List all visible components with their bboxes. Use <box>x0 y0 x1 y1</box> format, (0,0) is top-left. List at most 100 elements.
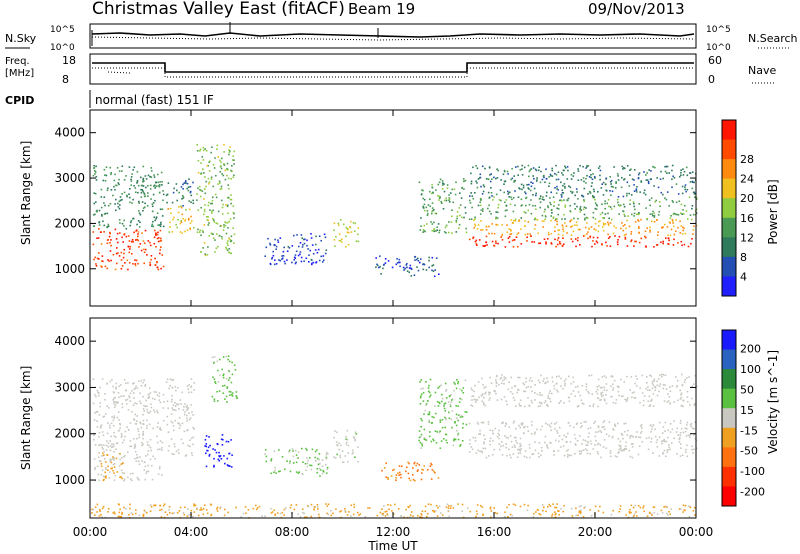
echo-cell <box>427 503 430 505</box>
echo-cell <box>497 206 499 209</box>
echo-cell <box>125 175 127 177</box>
echo-cell <box>664 440 666 443</box>
echo-cell <box>95 263 97 265</box>
echo-cell <box>295 461 298 464</box>
echo-cell <box>656 439 659 441</box>
echo-cell <box>594 199 596 201</box>
echo-cell <box>213 221 215 223</box>
echo-cell <box>212 448 214 450</box>
echo-cell <box>291 448 294 450</box>
echo-cell <box>653 380 655 382</box>
echo-cell <box>604 200 606 202</box>
echo-cell <box>133 397 135 399</box>
echo-cell <box>612 401 615 404</box>
echo-cell <box>510 376 512 379</box>
echo-cell <box>659 178 662 180</box>
echo-cell <box>435 212 438 215</box>
echo-cell <box>130 178 132 181</box>
echo-cell <box>123 179 126 181</box>
echo-cell <box>189 445 191 448</box>
echo-cell <box>504 180 507 182</box>
echo-cell <box>154 264 157 266</box>
echo-cell <box>445 197 447 200</box>
echo-cell <box>654 166 656 169</box>
echo-cell <box>506 506 508 509</box>
echo-cell <box>669 513 671 516</box>
echo-cell <box>227 369 230 372</box>
echo-cell <box>265 460 267 463</box>
echo-cell <box>108 235 111 238</box>
echo-cell <box>550 232 553 235</box>
echo-cell <box>687 245 690 248</box>
echo-cell <box>592 188 595 191</box>
echo-cell <box>556 207 559 210</box>
echo-cell <box>113 185 115 188</box>
echo-cell <box>505 422 507 425</box>
echo-cell <box>656 218 658 221</box>
echo-cell <box>399 473 402 476</box>
echo-cell <box>636 378 638 380</box>
echo-cell <box>618 448 620 451</box>
echo-cell <box>524 220 526 222</box>
echo-cell <box>231 361 233 364</box>
echo-cell <box>481 165 484 168</box>
echo-cell <box>661 375 663 378</box>
echo-cell <box>269 262 272 265</box>
echo-cell <box>543 210 546 213</box>
echo-cell <box>92 402 95 405</box>
echo-cell <box>105 449 108 451</box>
echo-cell <box>485 235 488 238</box>
echo-cell <box>152 193 155 196</box>
echo-cell <box>141 189 143 191</box>
echo-cell <box>569 219 572 222</box>
echo-cell <box>119 199 122 202</box>
echo-cell <box>436 229 438 231</box>
echo-cell <box>337 224 340 227</box>
echo-cell <box>424 438 426 441</box>
echo-cell <box>336 444 339 447</box>
echo-cell <box>434 405 436 407</box>
echo-cell <box>517 196 520 198</box>
echo-cell <box>441 188 444 190</box>
echo-cell <box>607 237 610 239</box>
echo-cell <box>645 174 647 176</box>
echo-cell <box>144 385 146 387</box>
echo-cell <box>554 219 557 221</box>
colorbar-tick-label: -15 <box>740 424 758 437</box>
echo-cell <box>544 441 546 444</box>
echo-cell <box>503 183 505 185</box>
echo-cell <box>284 262 286 265</box>
echo-cell <box>684 379 686 381</box>
echo-cell <box>572 230 575 233</box>
echo-cell <box>208 170 211 172</box>
echo-cell <box>216 390 218 393</box>
echo-cell <box>484 167 486 170</box>
echo-cell <box>433 228 435 230</box>
echo-cell <box>203 198 205 200</box>
colorbar-tick-label: 50 <box>740 383 754 396</box>
echo-cell <box>576 224 578 227</box>
echo-cell <box>518 403 521 405</box>
echo-cell <box>437 183 440 186</box>
echo-cell <box>579 228 581 231</box>
echo-cell <box>572 390 575 392</box>
echo-cell <box>394 503 396 506</box>
echo-cell <box>668 446 670 449</box>
echo-cell <box>136 457 138 459</box>
echo-cell <box>461 510 463 512</box>
echo-cell <box>572 381 575 383</box>
echo-cell <box>606 245 608 247</box>
echo-cell <box>438 229 441 232</box>
echo-cell <box>470 218 473 220</box>
echo-cell <box>583 206 586 208</box>
echo-cell <box>179 424 182 427</box>
echo-cell <box>224 398 226 400</box>
echo-cell <box>453 188 456 191</box>
echo-cell <box>508 228 510 230</box>
echo-cell <box>632 506 635 509</box>
echo-cell <box>600 392 603 394</box>
echo-cell <box>477 204 480 207</box>
echo-cell <box>541 198 544 201</box>
echo-cell <box>431 207 434 209</box>
echo-cell <box>126 194 128 197</box>
